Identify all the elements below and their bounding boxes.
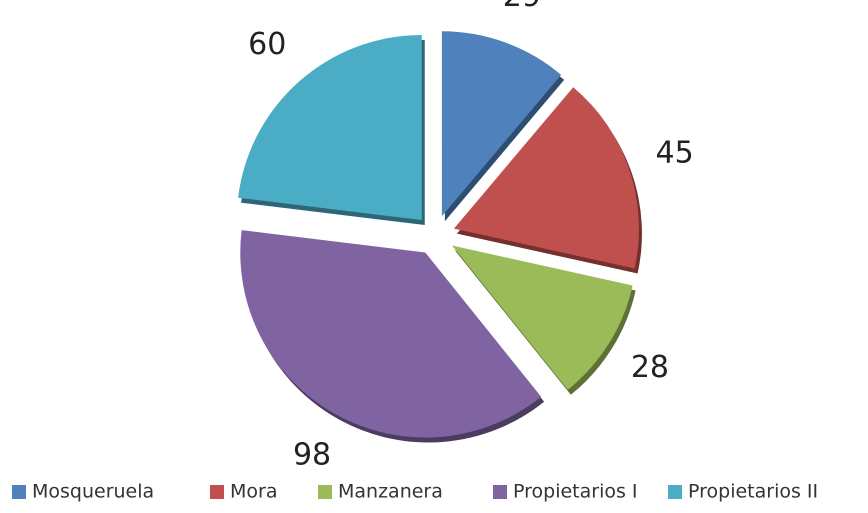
- data-label: 45: [656, 135, 694, 170]
- data-label: 60: [248, 27, 286, 62]
- slice: [453, 87, 639, 269]
- legend-label: Propietarios II: [688, 481, 818, 503]
- legend-label: Mora: [230, 481, 277, 503]
- legend-swatch: [318, 485, 332, 499]
- slice: [451, 245, 633, 390]
- slice: [441, 31, 562, 217]
- legend-swatch: [210, 485, 224, 499]
- legend-swatch: [12, 485, 26, 499]
- legend-label: Mosqueruela: [32, 481, 154, 503]
- slice: [240, 230, 542, 438]
- legend-swatch: [493, 485, 507, 499]
- legend-label: Manzanera: [338, 481, 443, 503]
- legend-swatch: [668, 485, 682, 499]
- slice: [238, 35, 422, 221]
- legend-label: Propietarios I: [513, 481, 638, 503]
- data-label: 29: [503, 0, 541, 14]
- data-label: 28: [631, 350, 669, 385]
- data-label: 98: [293, 438, 331, 473]
